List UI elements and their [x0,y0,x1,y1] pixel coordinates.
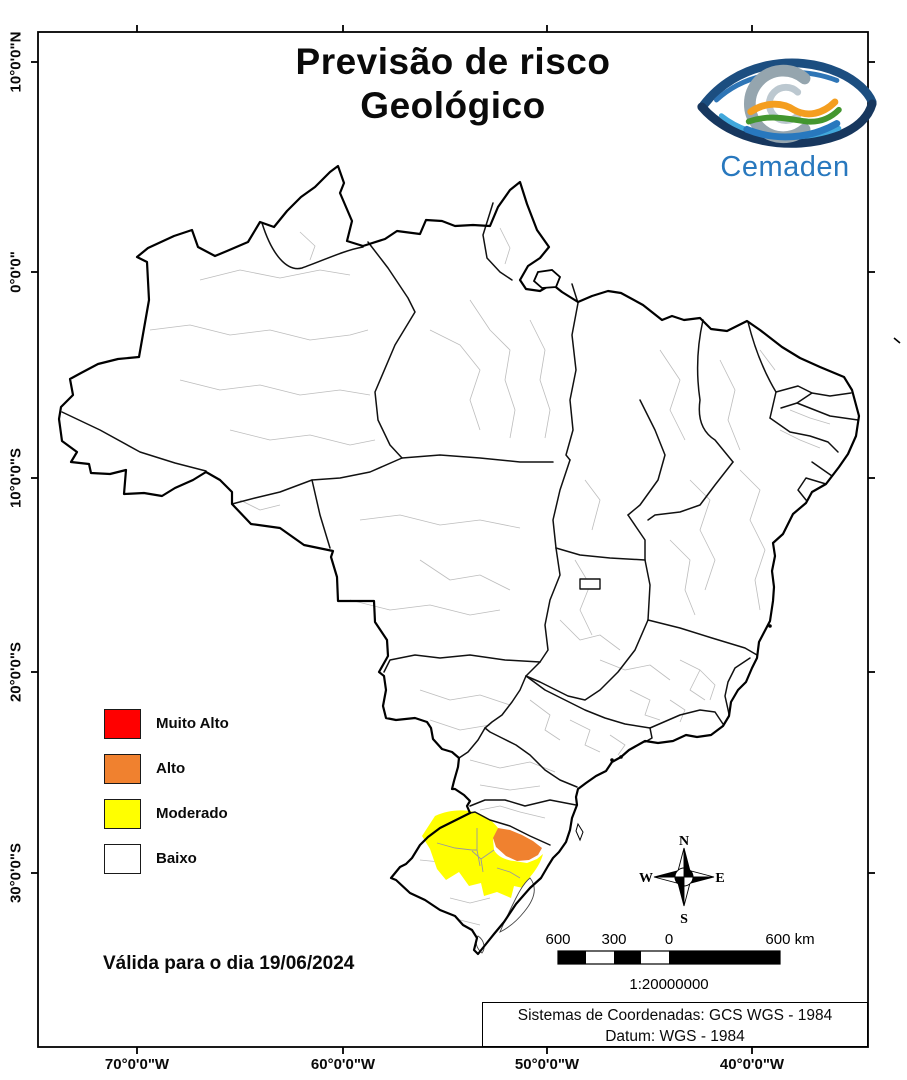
risk-region-moderado [422,810,543,898]
legend-item-alto: Alto [104,753,229,784]
legend-label-alto: Alto [156,760,186,777]
legend-label-moderado: Moderado [156,805,228,822]
risk-legend: Muito Alto Alto Moderado Baixo [104,708,229,888]
cemaden-eye-icon [697,58,877,148]
scale-ratio: 1:20000000 [629,976,708,993]
lat-label-0: 0°0'0" [7,251,25,293]
scale-label-0: 0 [665,931,673,948]
cemaden-wordmark: Cemaden [720,151,850,183]
lat-label-30s: 30°0'0"S [7,842,25,904]
state-boundaries [61,202,859,846]
lat-label-10n: 10°0'0"N [7,31,25,93]
cemaden-logo: Cemaden [692,50,878,184]
lon-label-60w: 60°0'0"W [310,1056,376,1073]
axis-ticks [31,25,875,1054]
compass-n: N [679,834,689,849]
scale-bar: 600 300 0 600 km 1:20000000 [545,931,814,993]
map-frame [31,25,875,1054]
lon-label-50w: 50°0'0"W [514,1056,580,1073]
legend-label-muito-alto: Muito Alto [156,715,229,732]
legend-item-moderado: Moderado [104,798,229,829]
compass-labels: N S W E [639,834,725,927]
lon-label-70w: 70°0'0"W [104,1056,170,1073]
brazil-country-border [57,164,861,956]
map-title-line1: Previsão de risco [295,41,611,82]
scale-label-600km: 600 km [765,931,814,948]
scale-label-300: 300 [601,931,626,948]
coordinate-system-line1: Sistemas de Coordenadas: GCS WGS - 1984 [517,1007,833,1024]
legend-item-baixo: Baixo [104,843,229,874]
brazil-country-outline [59,166,859,954]
marajo-island [532,269,562,289]
map-title-line2: Geológico [360,84,546,126]
distrito-federal [579,578,601,590]
risk-region-inner-boundaries [436,828,521,879]
compass-w: W [639,871,653,886]
florianopolis-island [575,822,584,842]
coordinate-system-box: Sistemas de Coordenadas: GCS WGS - 1984 … [482,1002,868,1047]
compass-e: E [715,871,724,886]
legend-swatch-muito-alto [104,708,141,739]
lat-label-20s: 20°0'0"S [7,641,25,703]
islands [532,269,901,842]
lon-label-40w: 40°0'0"W [719,1056,785,1073]
municipal-boundaries [149,227,831,926]
validity-date: Válida para o dia 19/06/2024 [103,953,355,974]
scale-label-600-left: 600 [545,931,570,948]
datum-line: Datum: WGS - 1984 [605,1028,745,1045]
legend-swatch-alto [104,753,141,784]
compass-rose [653,847,715,907]
legend-swatch-baixo [104,843,141,874]
compass-s: S [680,912,688,927]
lat-label-10s: 10°0'0"S [7,447,25,509]
fernando-de-noronha [893,337,901,344]
legend-swatch-moderado [104,798,141,829]
legend-label-baixo: Baixo [156,850,197,867]
legend-item-muito-alto: Muito Alto [104,708,229,739]
risk-region-alto [493,828,542,861]
map-title: Previsão de risco Geológico [38,40,868,127]
